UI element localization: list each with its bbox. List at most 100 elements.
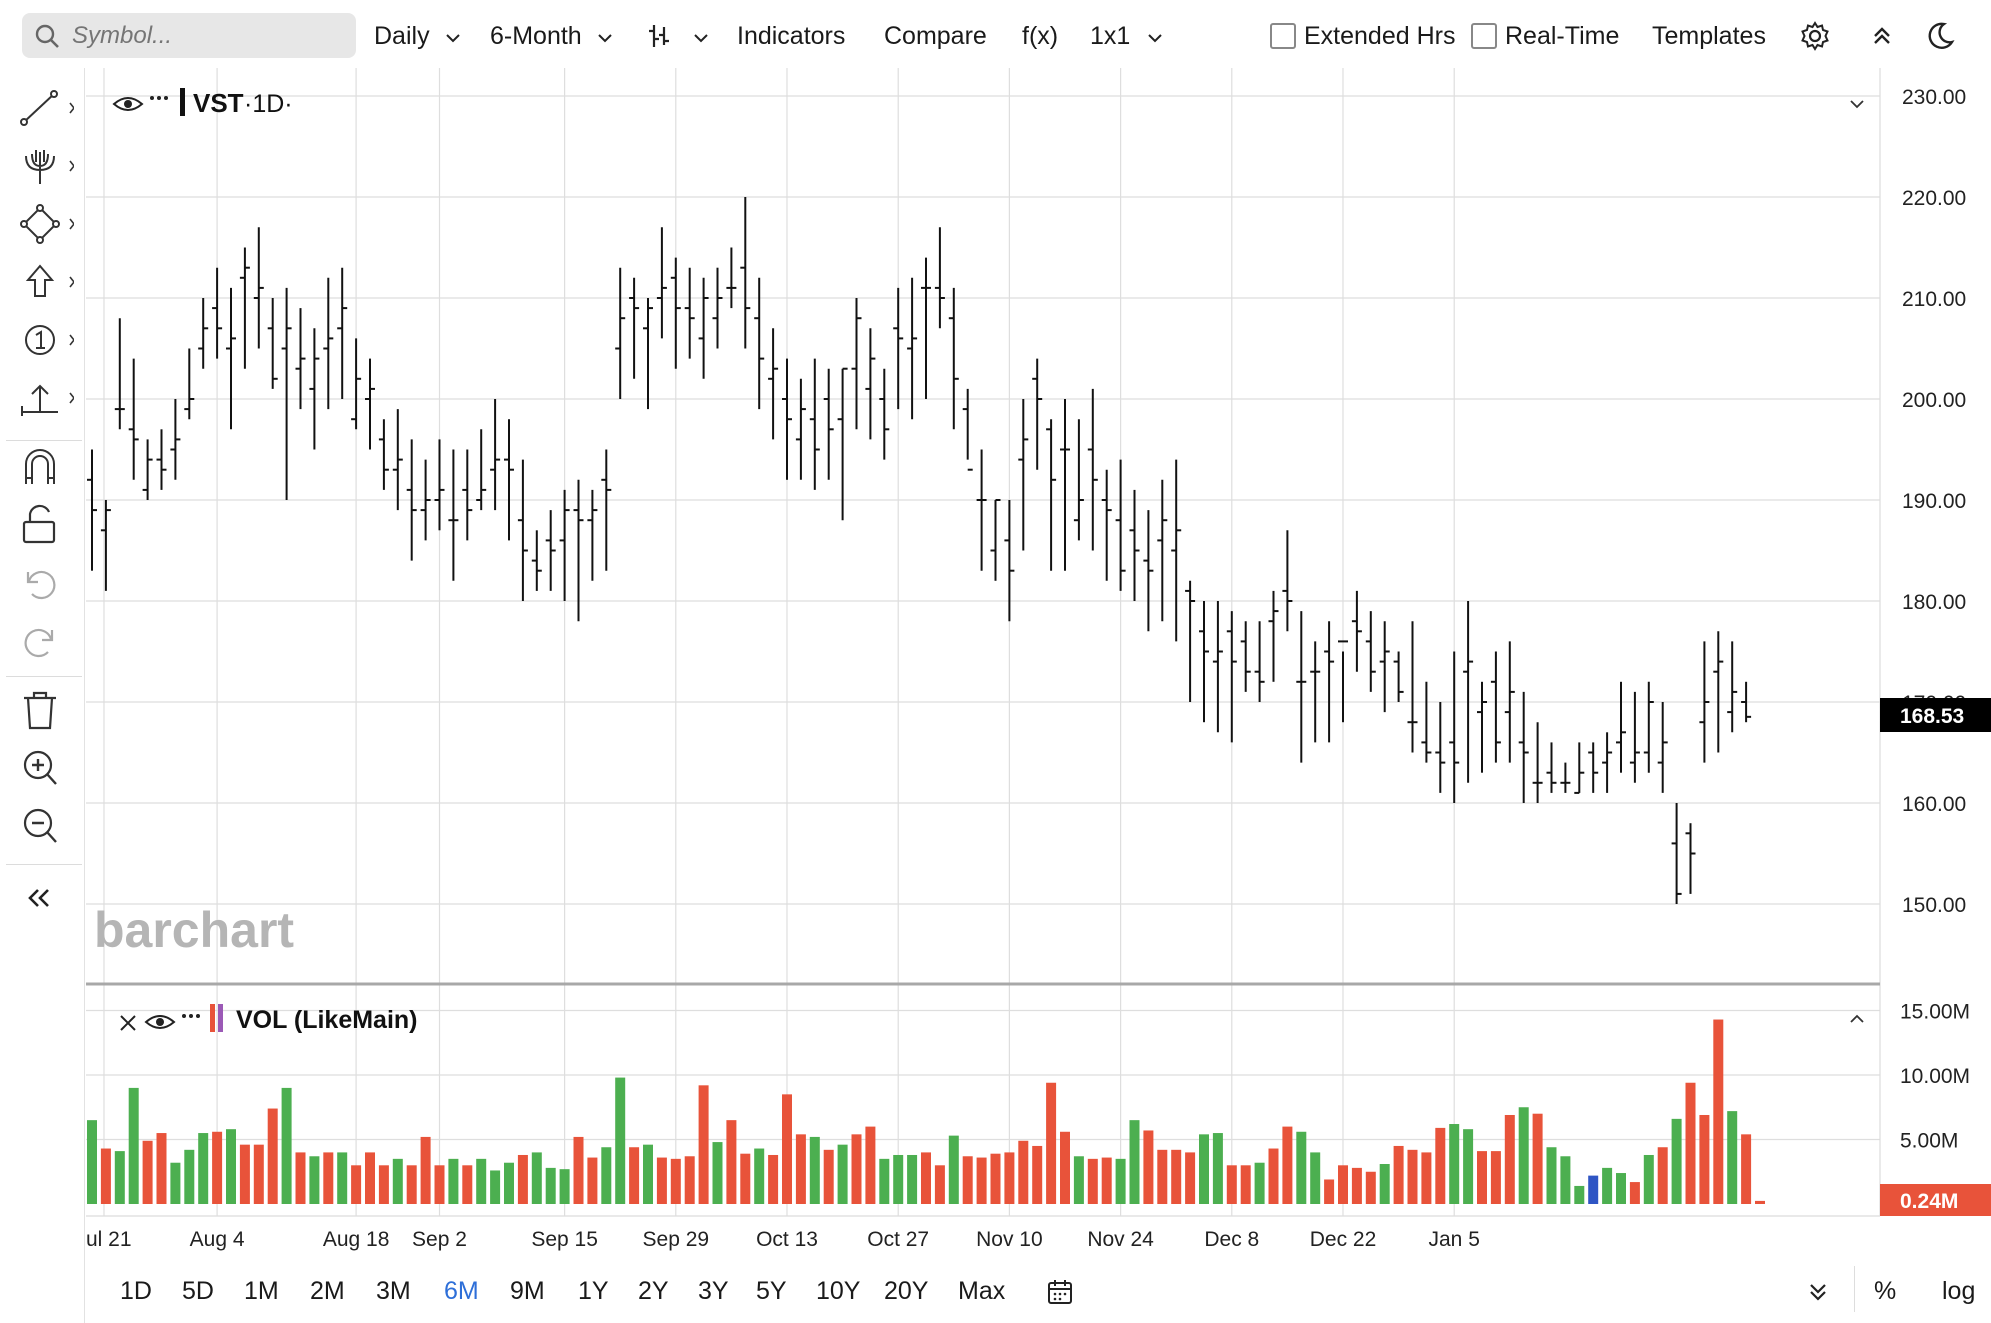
arrow-icon[interactable] [14,260,74,304]
date-tick-label: Dec 8 [1204,1228,1259,1251]
symbol-search[interactable] [22,13,356,58]
ohlc-bar [1546,742,1557,793]
ohlc-bar [615,267,626,399]
volume-bar [1741,1134,1752,1204]
extended-hrs-checkbox[interactable] [1270,23,1296,49]
volume-bar [1518,1107,1529,1204]
zoom-in-icon[interactable] [14,746,74,790]
fib-icon[interactable] [14,144,74,188]
range-button-1y[interactable]: 1Y [578,1277,609,1305]
real-time-toggle[interactable]: Real-Time [1471,18,1619,54]
volume-bar [448,1158,459,1204]
gear-icon[interactable] [1800,21,1830,51]
ohlc-bar [1073,419,1084,541]
ohlc-bar [782,358,792,480]
range-button-5d[interactable]: 5D [182,1277,214,1305]
ohlc-bar [226,287,236,430]
volume-bar [212,1131,223,1204]
more-icon[interactable] [150,96,168,100]
last-price-label: 168.53 [1900,705,1964,728]
volume-bar [1685,1082,1696,1204]
price-axis: 150.00160.00170.00180.00190.00200.00210.… [1902,86,1966,917]
date-axis: ul 21 Aug 4 Aug 18 Sep 2 Sep 15 Sep 29 Oct 13 O… [86,1228,1480,1251]
close-icon[interactable] [120,1015,136,1031]
ohlc-bar [337,267,348,399]
more-icon[interactable] [182,1014,200,1018]
bar-style-dropdown[interactable] [646,18,709,54]
volume-up-swatch [218,1004,223,1032]
range-button-3y[interactable]: 3Y [698,1277,729,1305]
ohlc-bar [1365,611,1376,692]
ohlc-bar [1018,399,1029,551]
shape-icon[interactable] [14,202,74,246]
volume-axis: 5.00M 10.00M 15.00M [1900,1001,1970,1153]
calendar-icon[interactable] [1046,1278,1074,1306]
range-button-6m[interactable]: 6M [444,1277,479,1305]
ohlc-bar [448,449,459,581]
date-tick-label: Sep 2 [412,1228,467,1251]
annotation-icon[interactable] [14,318,74,362]
volume-bar [601,1147,612,1204]
pane-collapse-icon[interactable] [1850,100,1864,109]
period-dropdown[interactable]: 6-Month [490,18,613,54]
real-time-checkbox[interactable] [1471,23,1497,49]
ohlc-bar [559,489,570,601]
chevron-down-icon [597,34,612,43]
line-draw-icon[interactable] [14,86,74,130]
log-toggle[interactable]: log [1942,1277,1976,1305]
indicators-button[interactable]: Indicators [737,22,846,50]
eye-icon[interactable] [144,1015,176,1029]
volume-label: VOL (LikeMain) [236,1006,418,1034]
extended-hrs-toggle[interactable]: Extended Hrs [1270,18,1455,54]
redo-icon[interactable] [14,618,74,662]
volume-bar [1087,1158,1098,1204]
pane-collapse-icon[interactable] [1850,1014,1864,1023]
zoom-out-icon[interactable] [14,804,74,848]
ohlc-bar [1226,611,1237,743]
measure-icon[interactable] [14,376,74,420]
range-button-9m[interactable]: 9M [510,1277,545,1305]
layout-dropdown[interactable]: 1x1 [1090,18,1163,54]
symbol-input[interactable] [70,19,344,53]
range-button-2y[interactable]: 2Y [638,1277,669,1305]
ohlc-bar [712,267,723,349]
volume-bar [239,1144,250,1204]
expand-down-icon[interactable] [1806,1280,1830,1304]
range-button-3m[interactable]: 3M [376,1277,411,1305]
ohlc-bar [295,308,306,410]
price-tick-label: 160.00 [1902,793,1966,816]
ohlc-bar [1351,590,1362,672]
collapse-up-icon[interactable] [1870,24,1894,48]
trash-icon[interactable] [14,688,74,732]
volume-bar [128,1087,139,1204]
percent-toggle[interactable]: % [1874,1277,1897,1305]
templates-button[interactable]: Templates [1652,22,1766,50]
range-button-1m[interactable]: 1M [244,1277,279,1305]
undo-icon[interactable] [14,560,74,604]
volume-bar [1755,1200,1765,1204]
magnet-icon[interactable] [14,444,74,488]
range-button-10y[interactable]: 10Y [816,1277,861,1305]
volume-bar [1449,1124,1460,1204]
range-button-1d[interactable]: 1D [120,1277,152,1305]
volume-bar [573,1136,584,1204]
range-button-5y[interactable]: 5Y [756,1277,787,1305]
fx-button[interactable]: f(x) [1022,22,1059,50]
compare-button[interactable]: Compare [884,22,987,50]
interval-dropdown[interactable]: Daily [374,18,461,54]
collapse-left-icon[interactable] [14,876,74,920]
volume-bar [1560,1156,1571,1204]
eye-icon[interactable] [112,97,144,111]
volume-bar [587,1157,598,1204]
lock-icon[interactable] [14,502,74,546]
price-legend: VST ·1D· [112,88,293,118]
ohlc-bar [1629,691,1640,783]
range-button-2m[interactable]: 2M [310,1277,345,1305]
range-button-20y[interactable]: 20Y [884,1277,929,1305]
last-volume-label: 0.24M [1900,1190,1958,1213]
last-volume-tag: 0.24M [1880,1184,1991,1216]
moon-icon[interactable] [1924,20,1956,52]
volume-bar [921,1152,931,1204]
chart-area[interactable]: barchart 150.00160.00170.00180.00190.002… [0,0,1991,1262]
range-button-max[interactable]: Max [958,1277,1006,1305]
